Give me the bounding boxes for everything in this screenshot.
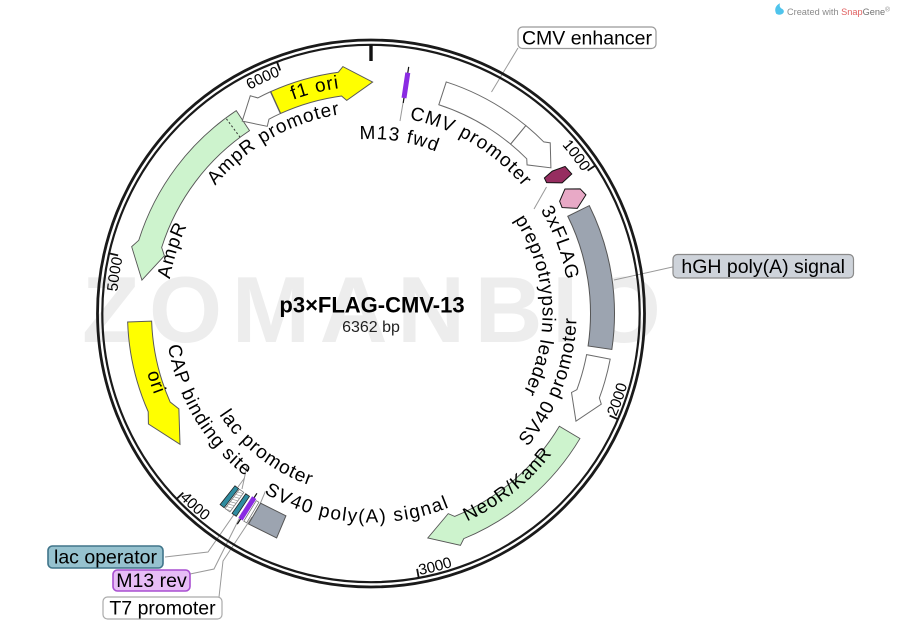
svg-text:p3×FLAG-CMV-13: p3×FLAG-CMV-13 [279,293,464,318]
svg-text:CMV enhancer: CMV enhancer [522,28,653,50]
svg-text:6362 bp: 6362 bp [342,319,400,336]
svg-text:hGH poly(A) signal: hGH poly(A) signal [681,256,845,278]
svg-text:ZOMANBIO: ZOMANBIO [82,257,671,362]
svg-text:5000: 5000 [104,255,126,292]
svg-text:M13 rev: M13 rev [116,570,187,592]
svg-text:T7 promoter: T7 promoter [109,598,216,620]
svg-text:Created with SnapGene®: Created with SnapGene® [787,5,890,16]
svg-text:lac operator: lac operator [54,547,157,569]
